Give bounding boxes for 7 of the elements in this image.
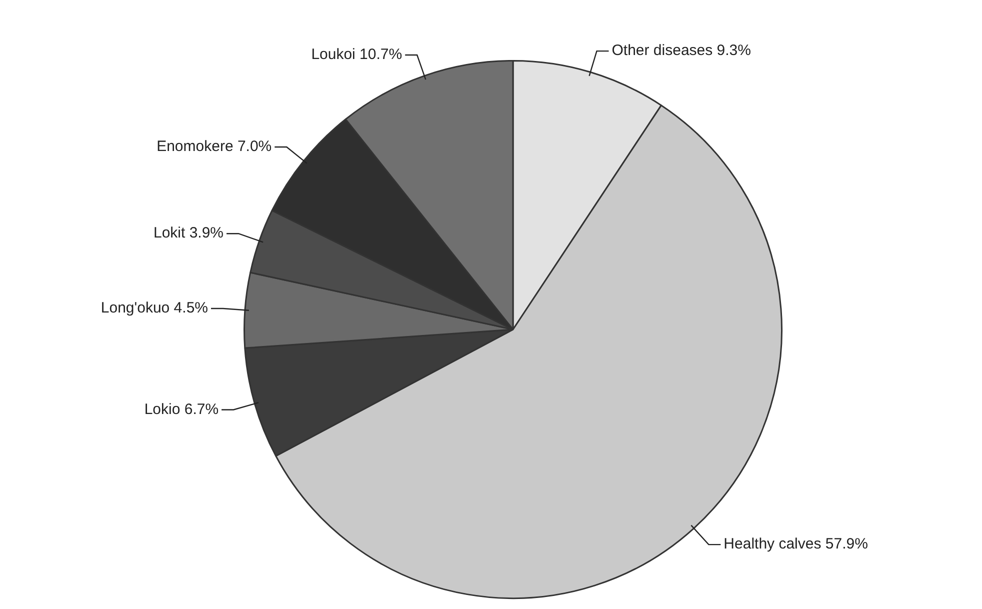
slice-label: Other diseases 9.3% [612, 42, 751, 60]
slice-label: Enomokere 7.0% [156, 138, 272, 156]
slice-label: Lokit 3.9% [153, 224, 224, 242]
slice-label: Loukoi 10.7% [311, 46, 402, 64]
slice-label: Lokio 6.7% [144, 400, 219, 418]
slice-label: Healthy calves 57.9% [724, 536, 868, 553]
slice-label: Long'okuo 4.5% [100, 300, 208, 317]
